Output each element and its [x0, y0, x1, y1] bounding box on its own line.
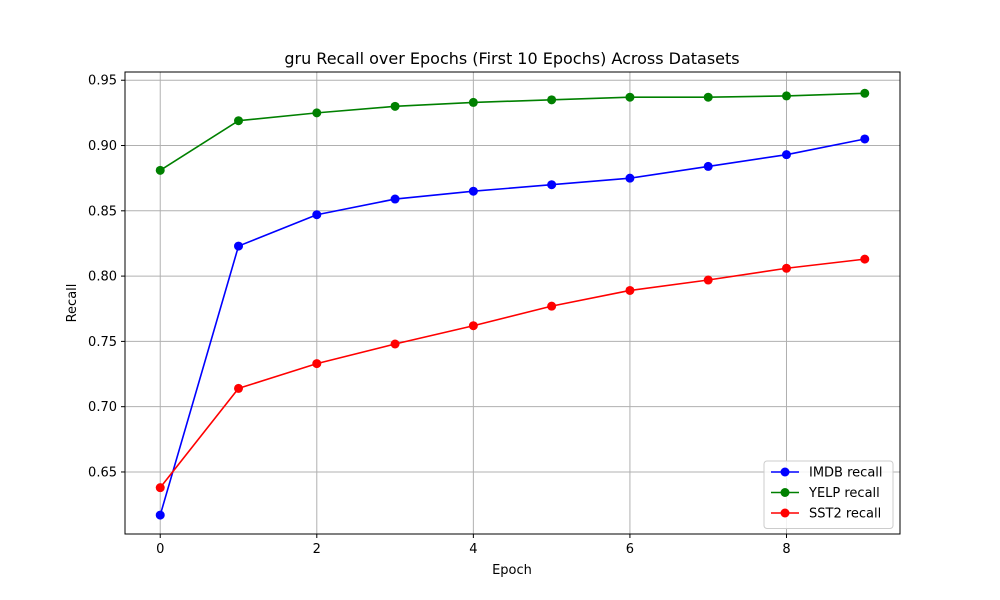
data-point	[468, 186, 478, 196]
data-point	[390, 194, 400, 204]
data-point	[155, 165, 165, 175]
data-point	[547, 95, 557, 105]
x-tick-label: 2	[313, 542, 321, 557]
data-point	[781, 150, 791, 160]
series-layer	[155, 88, 870, 520]
x-tick-label: 6	[626, 542, 634, 557]
legend-label: SST2 recall	[809, 507, 881, 522]
data-point	[625, 285, 635, 295]
data-point	[155, 510, 165, 520]
data-point	[625, 173, 635, 183]
axis-ticks: 0 2 4 6 8 0.65 0.70 0.75 0.80 0.85 0.90 0.95	[88, 74, 791, 557]
series-2	[155, 88, 870, 175]
data-point	[625, 92, 635, 102]
x-tick-label: 0	[156, 542, 164, 557]
y-tick-label: 0.90	[88, 139, 117, 154]
data-point	[234, 241, 244, 251]
data-point	[312, 359, 322, 369]
legend-box	[763, 460, 894, 529]
legend: IMDB recall YELP recall SST2 recall	[763, 460, 894, 529]
data-point	[468, 321, 478, 331]
data-point	[860, 88, 870, 98]
legend-marker	[780, 488, 790, 497]
grid	[125, 72, 900, 534]
series-1	[155, 134, 870, 520]
data-point	[468, 97, 478, 107]
y-tick-label: 0.80	[88, 270, 117, 285]
y-tick-label: 0.70	[88, 400, 117, 415]
x-tick-label: 8	[782, 542, 790, 557]
data-point	[234, 116, 244, 126]
series-line	[159, 138, 865, 516]
y-tick-label: 0.65	[88, 465, 117, 480]
legend-marker	[780, 467, 790, 477]
chart-title: gru Recall over Epochs (First 10 Epochs)…	[284, 49, 739, 68]
data-point	[155, 483, 165, 493]
data-point	[703, 161, 713, 171]
x-tick-label: 4	[469, 542, 477, 557]
legend-marker	[780, 508, 790, 518]
data-point	[390, 101, 400, 111]
data-point	[703, 92, 713, 102]
data-point	[860, 254, 870, 264]
data-point	[547, 180, 557, 190]
data-point	[781, 91, 791, 101]
legend-label: YELP recall	[808, 486, 880, 501]
data-point	[547, 301, 557, 311]
series-line	[159, 92, 865, 172]
plot-frame	[124, 71, 901, 535]
data-point	[860, 134, 870, 144]
y-tick-label: 0.85	[88, 204, 117, 219]
data-point	[312, 108, 322, 118]
data-point	[781, 263, 791, 273]
data-point	[390, 339, 400, 349]
data-point	[312, 210, 322, 220]
data-point	[234, 383, 244, 393]
series-line	[159, 258, 865, 489]
x-axis-label: Epoch	[492, 563, 532, 578]
y-axis-label: Recall	[65, 284, 80, 323]
y-tick-label: 0.95	[88, 74, 117, 89]
data-point	[703, 275, 713, 285]
y-tick-label: 0.75	[88, 335, 117, 350]
legend-label: IMDB recall	[809, 466, 883, 481]
series-3	[155, 254, 870, 493]
